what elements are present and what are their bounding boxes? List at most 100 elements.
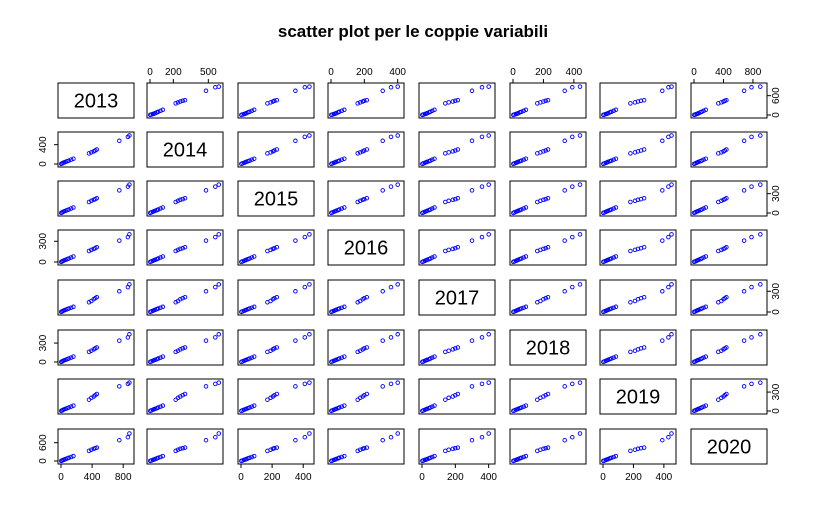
scatter-point	[741, 138, 747, 144]
right-axis-2019: 0 300	[766, 383, 782, 414]
panel-frame	[146, 131, 224, 168]
panel-2017-2014	[146, 279, 224, 316]
tick-label: 0	[147, 67, 153, 78]
scatter-point	[274, 391, 280, 397]
scatter-point	[302, 381, 308, 387]
scatter-point	[541, 296, 546, 302]
scatter-point	[362, 148, 367, 153]
scatter-point	[158, 305, 163, 310]
scatter-point	[611, 206, 616, 211]
panel-2018-2018: 2018	[509, 329, 587, 366]
scatter-point	[758, 232, 763, 237]
scatter-point	[89, 247, 94, 253]
panel-2015-2015: 2015	[237, 180, 315, 217]
scatter-point	[307, 84, 312, 89]
scatter-point	[180, 346, 185, 351]
scatter-point	[545, 391, 551, 397]
scatter-point	[380, 289, 385, 294]
scatter-point	[274, 345, 280, 350]
tick-label: 400	[715, 67, 732, 78]
panel-frame	[599, 131, 677, 168]
scatter-point	[213, 184, 218, 189]
scatter-point	[160, 107, 166, 113]
scatter-point	[395, 431, 400, 436]
scatter-point	[249, 305, 255, 310]
scatter-point	[274, 244, 280, 250]
panel-2016-2018	[509, 229, 587, 266]
scatter-point	[155, 109, 161, 115]
scatter-point	[247, 405, 252, 410]
panel-2013-2020	[690, 82, 768, 119]
scatter-point	[577, 84, 583, 89]
panel-2017-2017: 2017	[418, 279, 496, 316]
scatter-point	[247, 109, 252, 115]
panel-2019-2019: 2019	[599, 378, 677, 415]
scatter-point	[724, 195, 729, 201]
scatter-point	[543, 295, 548, 301]
scatter-point	[68, 305, 74, 310]
scatter-point	[613, 107, 619, 113]
panel-frame	[418, 279, 496, 316]
scatter-point	[701, 355, 706, 360]
scatter-point	[749, 335, 754, 340]
scatter-point	[127, 133, 132, 138]
scatter-point	[342, 156, 347, 161]
scatter-point	[180, 196, 185, 202]
scatter-point	[155, 356, 161, 361]
scatter-point	[293, 437, 298, 443]
tick-label: 0	[771, 408, 782, 414]
scatter-point	[175, 100, 181, 105]
scatter-point	[446, 247, 451, 253]
scatter-point	[265, 397, 270, 402]
scatter-point	[339, 108, 345, 114]
scatter-point	[660, 289, 665, 294]
scatter-point	[160, 354, 166, 359]
scatter-point	[216, 380, 222, 385]
scatter-point	[251, 403, 257, 408]
scatter-point	[178, 446, 183, 452]
panel-2020-2020: 2020	[690, 428, 768, 465]
chart-title: scatter plot per le coppie variabili	[278, 22, 548, 41]
scatter-point	[541, 197, 546, 203]
scatter-point	[635, 99, 641, 104]
scatter-point	[535, 397, 540, 402]
tick-label: 0	[510, 67, 516, 78]
scatter-point	[213, 234, 218, 240]
tick-label: 400	[295, 472, 312, 483]
panel-2015-2018	[509, 180, 587, 217]
panel-frame	[599, 180, 677, 217]
scatter-point	[609, 207, 614, 212]
scatter-point	[453, 98, 458, 104]
panel-2019-2017	[418, 378, 496, 415]
scatter-point	[89, 150, 94, 155]
tick-label: 0	[238, 472, 244, 483]
scatter-point	[86, 248, 92, 254]
scatter-point	[342, 205, 347, 210]
scatter-point	[71, 354, 76, 359]
tick-label: 200	[165, 67, 182, 78]
scatter-point	[203, 88, 209, 94]
panel-frame	[418, 329, 496, 366]
tick-label: 0	[328, 67, 334, 78]
scatter-point	[307, 282, 312, 287]
top-axis-2016: 0 200 400	[328, 67, 406, 84]
scatter-point	[446, 348, 451, 353]
scatter-point	[249, 255, 255, 260]
tick-label: 400	[656, 472, 673, 483]
scatter-point	[395, 380, 400, 385]
scatter-point	[613, 254, 619, 259]
scatter-point	[160, 304, 166, 310]
scatter-point	[66, 405, 72, 410]
tick-label: 200	[625, 472, 642, 483]
scatter-point	[117, 188, 122, 193]
scatter-point	[293, 138, 298, 144]
tick-label: 0	[38, 259, 49, 265]
scatter-point	[455, 391, 461, 397]
scatter-point	[388, 335, 394, 340]
scatter-point	[337, 356, 342, 361]
scatter-point	[666, 284, 671, 290]
scatter-point	[432, 156, 437, 161]
scatter-point	[173, 448, 178, 454]
scatter-point	[450, 446, 456, 452]
